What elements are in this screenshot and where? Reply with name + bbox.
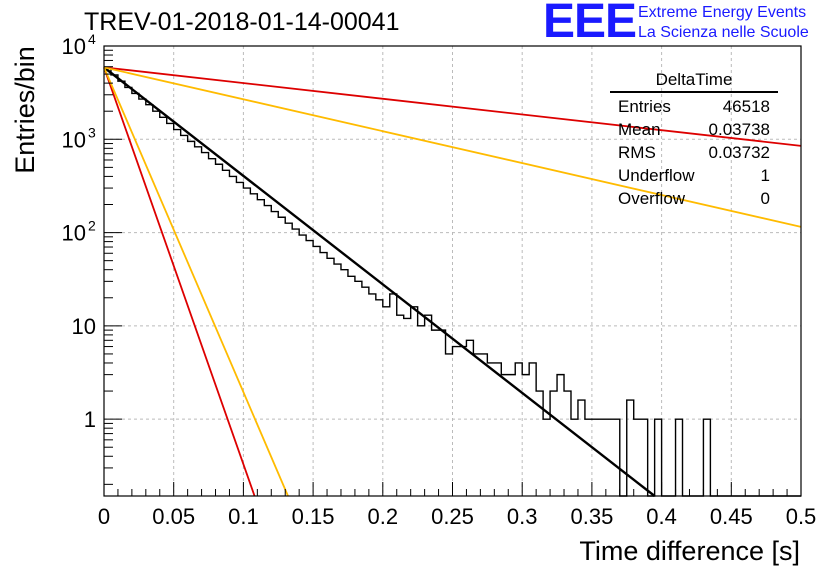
stats-label: RMS [618, 143, 656, 162]
x-tick-label: 0.3 [507, 504, 538, 529]
stats-value: 0.03732 [708, 143, 770, 162]
stats-row-underflow: Underflow 1 [610, 164, 778, 187]
stats-row-overflow: Overflow 0 [610, 187, 778, 210]
stats-row-entries: Entries 46518 [610, 95, 778, 118]
y-tick-label: 10 [62, 221, 86, 246]
x-tick-label: 0.05 [152, 504, 195, 529]
x-tick-label: 0.15 [292, 504, 335, 529]
series-line-2 [103, 66, 802, 228]
series-line-3 [103, 67, 256, 497]
chart-title: TREV-01-2018-01-14-00041 [84, 8, 400, 36]
x-tick-label: 0.2 [368, 504, 399, 529]
x-tick-label: 0.4 [646, 504, 677, 529]
plot-area [103, 66, 802, 497]
x-tick-label: 0.25 [431, 504, 474, 529]
stats-value: 46518 [722, 97, 770, 116]
stats-row-mean: Mean 0.03738 [610, 118, 778, 141]
y-tick-exponent: 2 [88, 218, 96, 234]
series-line-1 [103, 66, 802, 147]
x-tick-label: 0.1 [228, 504, 259, 529]
logo-line-1: Extreme Energy Events [638, 4, 807, 21]
y-tick-label: 10 [72, 314, 96, 339]
logo-line-2: La Scienza nelle Scuole [638, 24, 809, 41]
stats-label: Entries [618, 97, 671, 116]
stats-label: Underflow [618, 166, 695, 185]
eee-logo: EEE [543, 0, 637, 48]
x-tick-label: 0.45 [710, 504, 753, 529]
series-line-0 [103, 66, 656, 497]
stats-value: 0.03738 [708, 120, 770, 139]
x-tick-label: 0 [98, 504, 110, 529]
x-axis-label: Time difference [s] [579, 536, 800, 566]
y-tick-exponent: 4 [88, 31, 96, 47]
y-tick-exponent: 3 [88, 124, 96, 140]
axes: 0 0.05 0.1 0.15 0.2 0.25 0.3 0.35 0.4 0.45 0.51101… [62, 31, 817, 529]
stats-title: DeltaTime [610, 70, 778, 93]
y-tick-label: 10 [62, 127, 86, 152]
series-line-4 [103, 67, 289, 497]
stats-label: Overflow [618, 189, 686, 208]
stats-box: DeltaTime Entries 46518 Mean 0.03738 RMS… [610, 70, 778, 210]
stats-value: 1 [760, 166, 770, 185]
y-tick-label: 1 [84, 407, 96, 432]
stats-row-rms: RMS 0.03732 [610, 141, 778, 164]
x-tick-label: 0.5 [786, 504, 817, 529]
y-tick-label: 10 [62, 34, 86, 59]
stats-label: Mean [618, 120, 661, 139]
y-axis-label: Entries/bin [10, 46, 40, 174]
histogram-outline [104, 67, 801, 497]
stats-value: 0 [760, 189, 770, 208]
x-tick-label: 0.35 [570, 504, 613, 529]
